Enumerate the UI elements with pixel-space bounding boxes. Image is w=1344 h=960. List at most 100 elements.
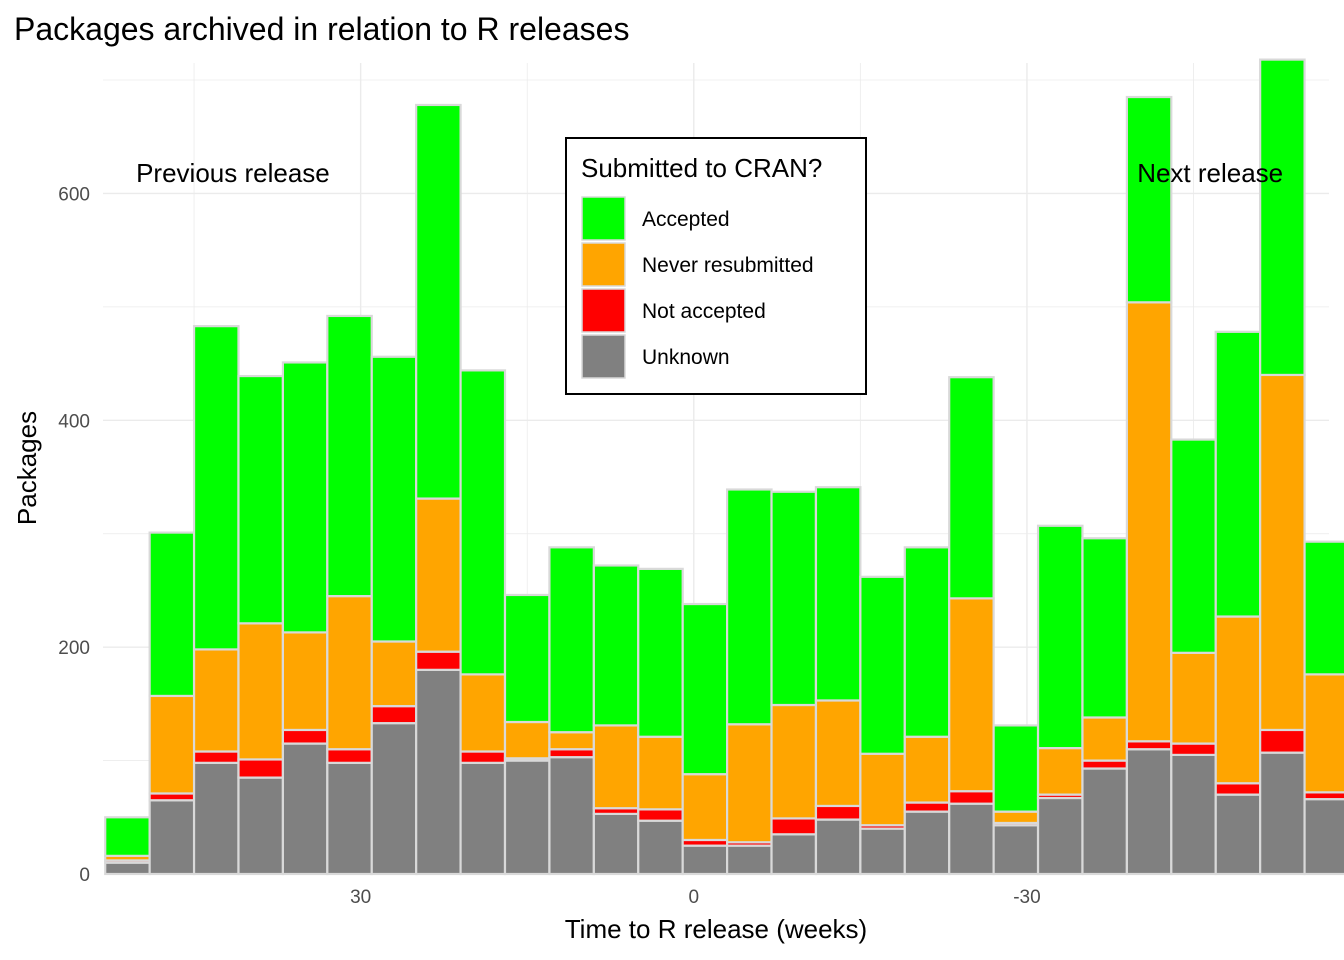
bar-not-accepted <box>816 806 860 820</box>
bar-never-resubmitted <box>1171 653 1215 744</box>
bar-accepted <box>416 105 460 499</box>
bar-never-resubmitted <box>638 737 682 810</box>
bar-never-resubmitted <box>1305 674 1344 792</box>
bar-unknown <box>638 821 682 874</box>
bar-accepted <box>1171 440 1215 653</box>
bar-not-accepted <box>416 652 460 670</box>
bar-accepted <box>594 565 638 725</box>
bar-not-accepted <box>372 706 416 723</box>
bar-accepted <box>238 376 282 623</box>
bar-not-accepted <box>949 791 993 803</box>
bar-unknown <box>461 763 505 874</box>
chart-title: Packages archived in relation to R relea… <box>14 11 629 47</box>
bar-not-accepted <box>905 803 949 812</box>
bar-never-resubmitted <box>327 596 371 749</box>
bar-never-resubmitted <box>594 725 638 808</box>
bar-not-accepted <box>327 749 371 763</box>
bar-not-accepted <box>772 818 816 834</box>
bar-unknown <box>594 814 638 874</box>
bar-unknown <box>1260 753 1304 874</box>
bar-accepted <box>994 725 1038 811</box>
bar-never-resubmitted <box>1038 748 1082 795</box>
bar-unknown <box>683 846 727 874</box>
bar-accepted <box>461 370 505 674</box>
bar-unknown <box>727 846 771 874</box>
bar-not-accepted <box>238 759 282 777</box>
bar-accepted <box>372 357 416 642</box>
bar-accepted <box>283 362 327 632</box>
legend-swatch-accepted <box>582 197 625 240</box>
bar-never-resubmitted <box>905 737 949 803</box>
legend-swatch-not-accepted <box>582 289 625 332</box>
bar-accepted <box>150 533 194 696</box>
bar-unknown <box>905 812 949 874</box>
bar-accepted <box>905 547 949 736</box>
bar-never-resubmitted <box>549 732 593 749</box>
bar-never-resubmitted <box>1127 302 1171 741</box>
bar-unknown <box>327 763 371 874</box>
bar-unknown <box>772 834 816 874</box>
y-tick-label: 600 <box>58 184 90 205</box>
annotation-next-release: Next release <box>1137 158 1283 188</box>
bar-unknown <box>194 763 238 874</box>
bar-not-accepted <box>1171 744 1215 755</box>
bar-accepted <box>727 489 771 724</box>
bar-accepted <box>505 595 549 722</box>
y-axis-ticks: 0 200 400 600 <box>58 184 90 886</box>
bar-accepted <box>1216 332 1260 617</box>
bar-never-resubmitted <box>994 812 1038 823</box>
bar-accepted <box>1127 97 1171 302</box>
bar-never-resubmitted <box>461 674 505 751</box>
bar-not-accepted <box>1260 730 1304 753</box>
bar-never-resubmitted <box>1216 617 1260 784</box>
bar-never-resubmitted <box>283 632 327 730</box>
bar-unknown <box>283 744 327 874</box>
bar-not-accepted <box>638 809 682 820</box>
bar-unknown <box>949 804 993 874</box>
bar-unknown <box>372 723 416 874</box>
y-tick-label: 200 <box>58 638 90 659</box>
bar-unknown <box>416 670 460 874</box>
bar-never-resubmitted <box>238 623 282 759</box>
bar-not-accepted <box>1216 783 1260 794</box>
legend-label-not-accepted: Not accepted <box>642 300 766 323</box>
bar-unknown <box>150 800 194 874</box>
bar-never-resubmitted <box>683 774 727 840</box>
bar-unknown <box>505 761 549 874</box>
bar-accepted <box>949 377 993 598</box>
x-axis-title: Time to R release (weeks) <box>565 914 867 944</box>
bar-accepted <box>1260 60 1304 375</box>
bar-never-resubmitted <box>1260 375 1304 730</box>
y-tick-label: 0 <box>79 865 90 886</box>
bar-never-resubmitted <box>1082 717 1126 760</box>
bar-not-accepted <box>283 730 327 744</box>
bar-unknown <box>1305 799 1344 874</box>
bar-unknown <box>1127 749 1171 874</box>
bar-not-accepted <box>549 749 593 757</box>
bar-unknown <box>1171 755 1215 874</box>
bar-never-resubmitted <box>772 705 816 818</box>
bar-unknown <box>994 825 1038 874</box>
bar-not-accepted <box>1127 741 1171 749</box>
bar-accepted <box>772 492 816 705</box>
x-tick-label: 0 <box>689 887 700 908</box>
legend: Submitted to CRAN? Accepted Never resubm… <box>566 138 866 394</box>
bar-not-accepted <box>194 751 238 762</box>
legend-swatch-never-resubmitted <box>582 243 625 286</box>
bar-never-resubmitted <box>416 499 460 652</box>
bar-unknown <box>816 820 860 874</box>
bar-never-resubmitted <box>505 722 549 758</box>
annotation-previous-release: Previous release <box>136 158 330 188</box>
x-tick-label: 30 <box>350 887 371 908</box>
legend-label-accepted: Accepted <box>642 208 730 231</box>
bar-accepted <box>638 569 682 737</box>
bar-unknown <box>1038 798 1082 874</box>
x-tick-label: -30 <box>1013 887 1040 908</box>
bar-never-resubmitted <box>860 754 904 825</box>
bar-unknown <box>238 778 282 874</box>
bar-accepted <box>816 487 860 700</box>
bar-accepted <box>327 316 371 596</box>
bar-unknown <box>549 757 593 874</box>
bar-never-resubmitted <box>816 700 860 805</box>
